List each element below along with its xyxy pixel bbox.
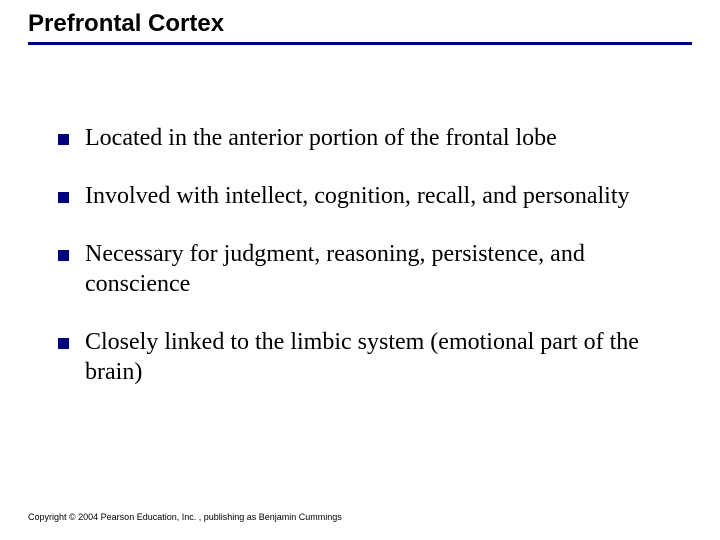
bullet-square-icon [58,250,69,261]
copyright-footer: Copyright © 2004 Pearson Education, Inc.… [28,512,342,522]
bullet-text: Necessary for judgment, reasoning, persi… [85,239,680,299]
slide-title: Prefrontal Cortex [28,10,692,38]
list-item: Necessary for judgment, reasoning, persi… [58,239,680,299]
list-item: Involved with intellect, cognition, reca… [58,181,680,211]
list-item: Closely linked to the limbic system (emo… [58,327,680,387]
content-area: Located in the anterior portion of the f… [0,45,720,387]
bullet-text: Involved with intellect, cognition, reca… [85,181,630,211]
bullet-square-icon [58,192,69,203]
title-block: Prefrontal Cortex [0,0,720,45]
slide: Prefrontal Cortex Located in the anterio… [0,0,720,540]
bullet-square-icon [58,338,69,349]
list-item: Located in the anterior portion of the f… [58,123,680,153]
bullet-text: Located in the anterior portion of the f… [85,123,557,153]
bullet-text: Closely linked to the limbic system (emo… [85,327,680,387]
bullet-square-icon [58,134,69,145]
